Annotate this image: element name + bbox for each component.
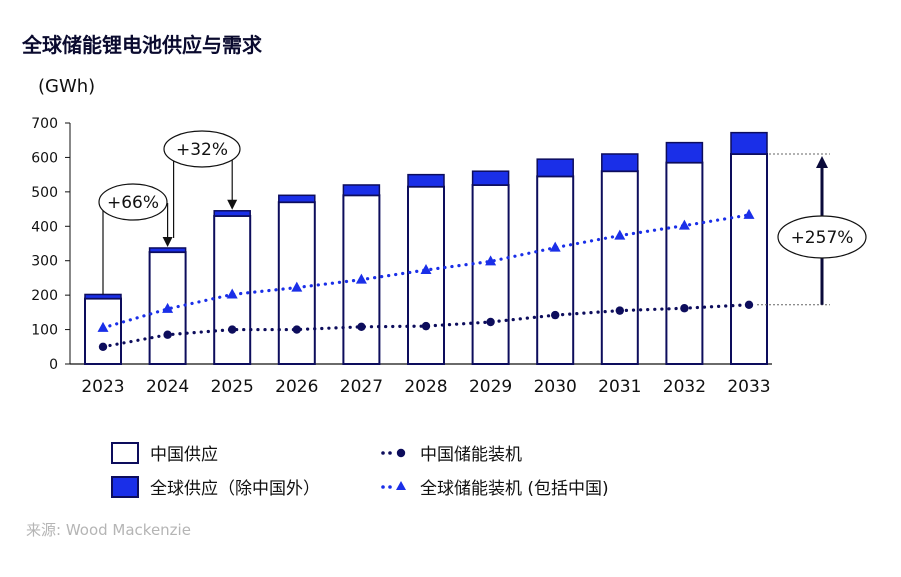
bar-china-supply [471,183,510,365]
china-install-point [98,342,108,351]
y-unit-label: (GWh) [38,76,95,97]
legend-dots-circle-icon [381,448,406,458]
legend: 中国供应 全球供应（除中国外） 中国储能装机 全球储能装机 (包括中国) [111,442,609,499]
callout-257-bubble [777,215,867,259]
bar-global-supply-ex-china [407,173,445,188]
y-tick-label: 500 [31,185,58,201]
global-install-line [101,213,751,330]
legend-outline-box-icon [111,442,139,464]
series-lines [97,208,755,351]
bar-china-supply [536,175,575,365]
legend-dots-triangle-icon [381,481,406,490]
global-install-point [97,321,109,332]
x-tick-label: 2030 [534,377,577,397]
annotations: +66% +32% +257% [98,130,867,306]
legend-filled-box-icon [111,476,139,498]
x-tick-label: 2033 [727,377,770,397]
x-tick-label: 2025 [211,377,254,397]
bar-china-supply [600,170,639,365]
legend-label-china-install: 中国储能装机 [420,445,522,465]
global-install-point [162,302,174,313]
y-tick-label: 300 [31,254,58,270]
x-tick-label: 2031 [598,377,641,397]
x-axis: 2023 2024 2025 2026 2027 2028 2029 2030 2031 2032… [81,377,770,397]
legend-label-global-supply: 全球供应（除中国外） [150,479,320,499]
global-install-point [678,219,690,230]
legend-label-china-supply: 中国供应 [150,445,218,465]
global-install-point [291,281,303,292]
global-install-point [743,208,755,219]
callout-32-bubble [163,130,241,168]
source-note: 来源: Wood Mackenzie [26,521,191,539]
callout-257-label: +257% [791,228,854,248]
china-install-point [680,304,689,313]
y-axis: 0 100 200 300 400 500 600 700 [31,116,772,373]
callout-257-arrowhead [816,155,828,168]
bar-global-supply-ex-china [342,184,381,197]
bar-global-supply-ex-china [471,170,510,186]
china-install-point [357,322,366,332]
y-tick-label: 700 [31,116,58,132]
global-install-point [355,273,367,284]
callout-66-bubble [98,183,168,221]
callout-66-arrowhead [162,236,173,247]
x-tick-label: 2029 [469,377,512,397]
callout-32-arrowhead [227,199,238,210]
china-install-point [551,310,560,320]
y-tick-label: 400 [31,219,58,235]
bar-global-supply-ex-china [730,131,768,155]
china-install-point [615,306,624,315]
bar-global-supply-ex-china [84,293,122,300]
global-install-point [226,288,238,299]
bars [84,131,768,366]
china-install-point [421,321,431,331]
china-install-point [744,300,754,309]
bar-global-supply-ex-china [665,141,704,164]
callout-66-label: +66% [107,193,159,213]
chart-title: 全球储能锂电池供应与需求 [21,33,263,57]
y-tick-label: 200 [31,288,58,304]
y-tick-label: 0 [49,357,58,373]
x-tick-label: 2024 [146,377,189,397]
x-tick-label: 2023 [81,377,124,397]
x-tick-label: 2028 [404,377,447,397]
global-install-point [485,255,497,266]
bar-china-supply [730,152,768,365]
bar-global-supply-ex-china [213,210,251,217]
legend-label-global-install: 全球储能装机 (包括中国) [420,479,609,499]
bar-china-supply [407,185,445,365]
y-tick-label: 100 [31,323,58,339]
callout-32-label: +32% [176,140,228,160]
china-install-point [486,317,495,327]
x-tick-label: 2026 [275,377,318,397]
global-install-point [549,241,561,252]
bar-global-supply-ex-china [536,158,574,178]
china-install-point [163,330,172,339]
bar-china-supply [665,161,704,365]
x-tick-label: 2027 [340,377,383,397]
y-tick-label: 600 [31,150,58,166]
bar-global-supply-ex-china [148,247,187,253]
china-install-point [292,325,301,334]
global-install-point [420,264,432,275]
x-tick-label: 2032 [663,377,706,397]
bar-global-supply-ex-china [601,153,639,172]
china-install-point [228,325,237,334]
global-install-point [614,229,626,240]
china-install-line [101,303,751,349]
bar-global-supply-ex-china [278,194,316,203]
